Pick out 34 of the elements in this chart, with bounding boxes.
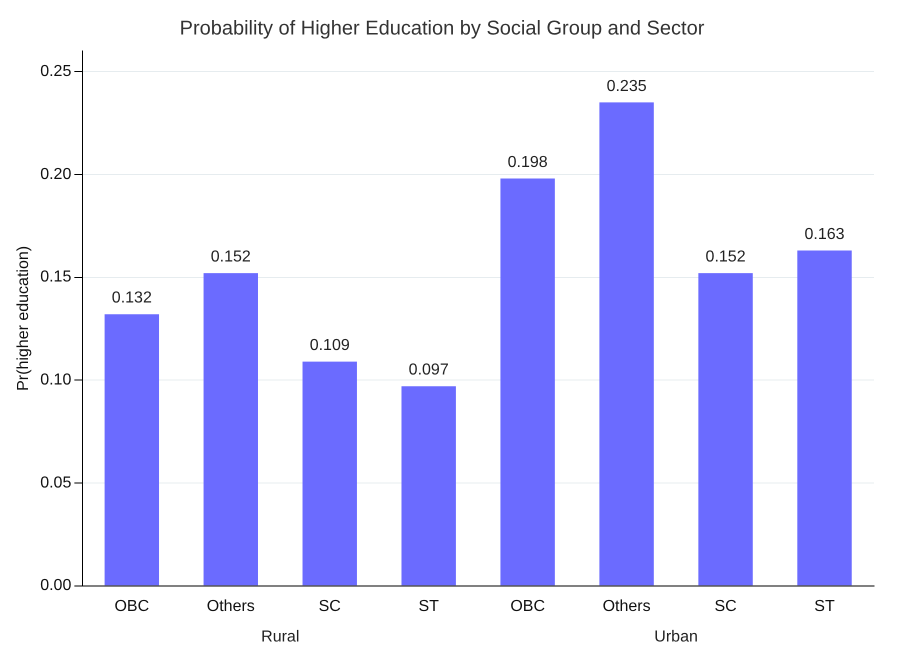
bar: [302, 362, 357, 586]
x-tick-label: SC: [714, 598, 737, 615]
data-label: 0.097: [408, 362, 449, 379]
bar: [599, 102, 654, 586]
chart-title: Probability of Higher Education by Social Group and Sector: [180, 18, 705, 40]
y-tick-label: 0.00: [40, 577, 72, 594]
x-tick-label: SC: [318, 598, 341, 615]
data-label: 0.198: [508, 154, 548, 171]
text: Urban: [654, 628, 698, 646]
y-tick-label: 0.25: [40, 62, 72, 80]
x-tick-label: Others: [602, 598, 651, 615]
y-tick-label: 0.20: [40, 166, 72, 183]
bar: [698, 273, 753, 586]
y-tick-label: 0.05: [40, 474, 72, 492]
bar: [204, 273, 258, 586]
x-tick-label: Others: [206, 598, 255, 615]
x-tick-label: ST: [418, 598, 440, 615]
y-axis-title: Pr(higher education): [15, 246, 32, 391]
y-tick-label: 0.15: [40, 268, 72, 286]
bar: [104, 314, 160, 586]
x-tick-label: ST: [814, 598, 835, 615]
bar: [500, 178, 555, 586]
data-label: 0.152: [210, 248, 251, 266]
data-label: 0.163: [804, 226, 845, 243]
x-tick-label: OBC: [114, 598, 150, 615]
data-label: 0.109: [310, 337, 350, 354]
bar: [401, 386, 456, 586]
data-label: 0.132: [112, 290, 152, 307]
x-tick-label: OBC: [510, 598, 545, 615]
data-label: 0.235: [606, 78, 647, 95]
bar: [797, 250, 852, 586]
y-tick-label: 0.10: [40, 372, 72, 389]
data-label: 0.152: [706, 248, 746, 266]
text: Rural: [261, 628, 300, 646]
